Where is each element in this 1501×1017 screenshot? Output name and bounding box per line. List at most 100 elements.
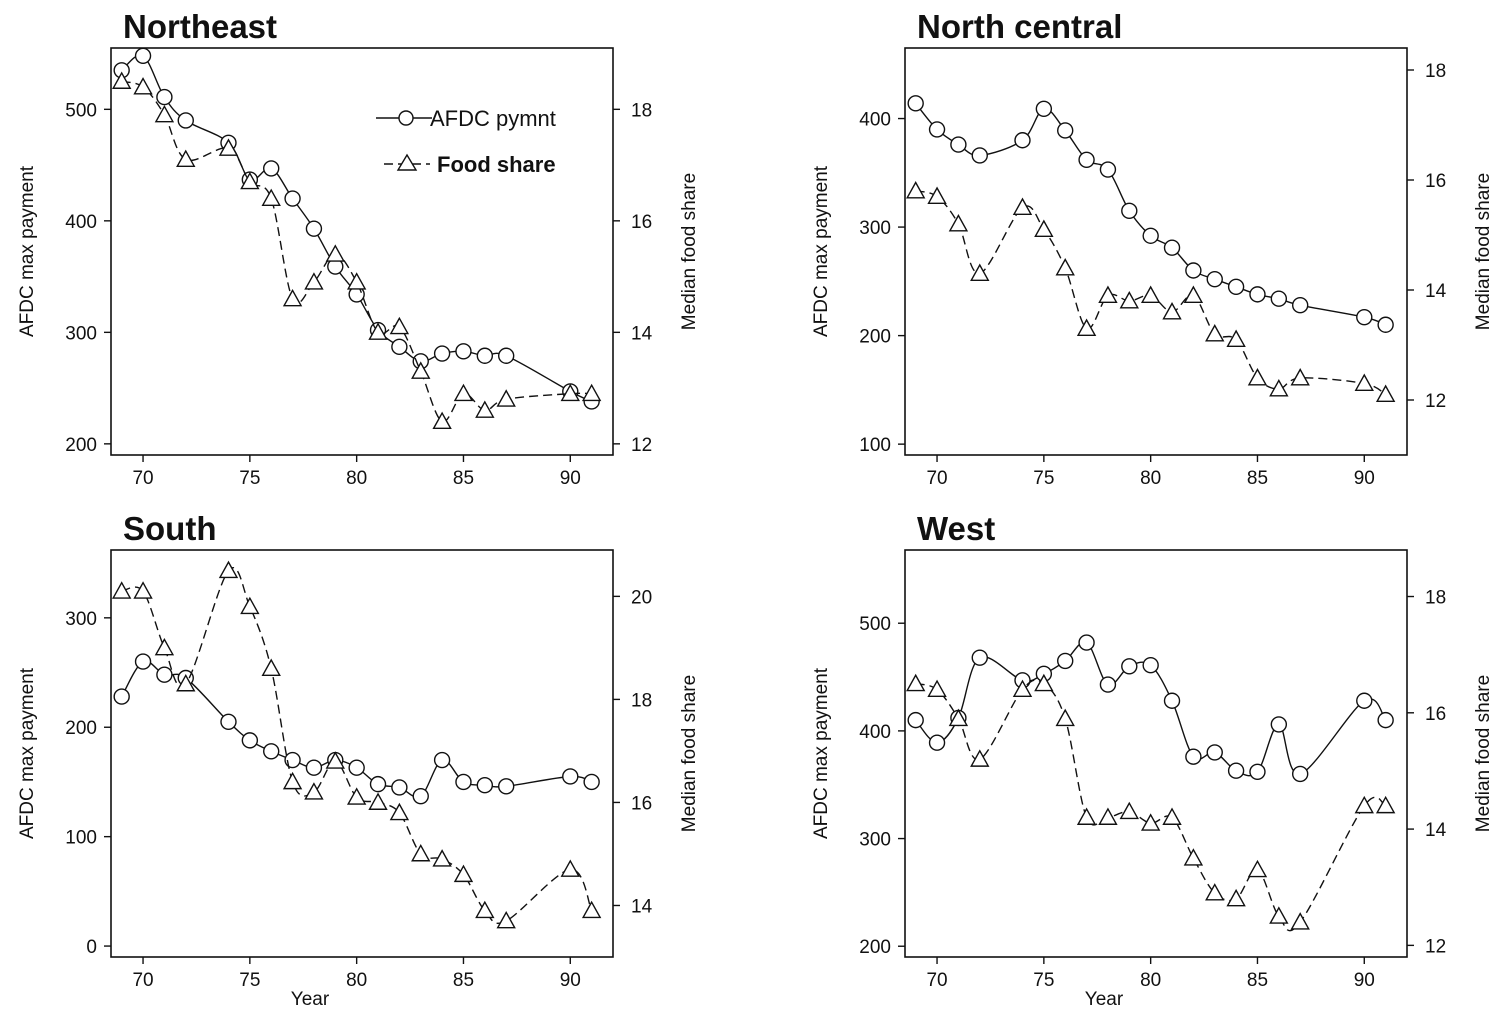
food-share-point	[1076, 807, 1097, 825]
afdc-point	[391, 338, 408, 356]
food-share-point	[1375, 795, 1396, 814]
food-share-point	[218, 560, 239, 579]
food-share-point	[432, 849, 452, 867]
food-share-point	[453, 864, 474, 883]
afdc-point	[1142, 227, 1159, 244]
right-tick-label: 12	[1425, 936, 1446, 957]
afdc-point	[1121, 658, 1138, 675]
food-share-series-line	[121, 567, 593, 924]
afdc-point	[1227, 278, 1245, 295]
food-share-point	[1375, 384, 1396, 402]
afdc-point	[263, 743, 280, 760]
food-share-point	[1290, 368, 1310, 386]
left-tick-label: 100	[65, 828, 97, 849]
afdc-point	[1163, 692, 1181, 709]
afdc-point	[907, 711, 924, 729]
food-share-point	[1012, 679, 1033, 698]
food-share-point	[581, 383, 602, 402]
right-tick-label: 16	[1425, 704, 1446, 725]
y-axis-label-right: Median food share	[1473, 675, 1494, 832]
food-share-point	[1098, 807, 1118, 825]
food-share-point	[1034, 219, 1054, 238]
right-tick-label: 18	[1425, 588, 1446, 609]
afdc-point	[1099, 161, 1117, 178]
food-share-point	[927, 186, 947, 205]
legend-afdc-marker	[398, 110, 414, 126]
afdc-point	[562, 768, 579, 785]
food-share-point	[1183, 848, 1204, 866]
food-share-point	[453, 383, 474, 402]
right-tick-label: 14	[1425, 281, 1447, 302]
food-share-point	[905, 181, 926, 199]
food-share-point	[905, 673, 926, 692]
afdc-point	[433, 345, 451, 362]
x-tick-label: 70	[926, 468, 947, 489]
x-tick-label: 80	[346, 970, 367, 991]
x-tick-label: 90	[560, 468, 581, 489]
left-tick-label: 0	[86, 937, 97, 958]
afdc-point	[156, 88, 173, 106]
x-tick-label: 75	[1033, 468, 1054, 489]
food-share-point	[133, 77, 153, 95]
left-tick-label: 400	[65, 212, 97, 233]
food-share-point	[411, 361, 431, 379]
food-share-point	[970, 749, 990, 767]
food-share-point	[411, 844, 431, 862]
x-tick-label: 85	[1247, 468, 1268, 489]
food-share-point	[133, 581, 153, 599]
x-tick-label: 90	[1354, 468, 1375, 489]
afdc-point	[928, 734, 946, 751]
afdc-point	[284, 190, 301, 207]
x-tick-label: 90	[1354, 970, 1375, 991]
right-tick-label: 18	[1425, 61, 1446, 82]
food-share-point	[1205, 883, 1225, 901]
afdc-point	[1206, 744, 1223, 761]
afdc-point	[1078, 151, 1095, 168]
food-share-point	[1247, 859, 1268, 878]
x-axis-label: Year	[1085, 989, 1124, 1010]
x-tick-label: 90	[560, 970, 581, 991]
food-share-point	[218, 138, 239, 156]
food-share-point	[389, 802, 410, 821]
food-share-point	[389, 316, 410, 335]
x-tick-label: 75	[239, 970, 260, 991]
left-tick-label: 400	[859, 722, 891, 743]
panel-title: West	[917, 510, 995, 547]
x-tick-label: 80	[346, 468, 367, 489]
panel-title: Northeast	[123, 8, 277, 45]
right-tick-label: 16	[631, 793, 652, 814]
legend-food-marker	[396, 153, 418, 171]
afdc-point	[433, 751, 451, 769]
afdc-point	[1291, 297, 1309, 314]
right-tick-label: 14	[631, 896, 653, 917]
plot-frame	[110, 549, 614, 958]
legend-afdc-label: AFDC pymnt	[430, 106, 556, 131]
afdc-point	[1078, 634, 1095, 651]
panel-south: South 70 75 80 85 90 0 100 200 300 14 16 18 20 AFDC ma…	[17, 510, 700, 1010]
food-share-point	[1055, 708, 1075, 727]
x-tick-label: 85	[1247, 970, 1268, 991]
food-share-point	[1354, 373, 1374, 391]
afdc-point	[1356, 308, 1373, 326]
panel-west: West 70 75 80 85 90 200 300 400 500 12 14 16 18 AFDC m…	[811, 510, 1494, 1010]
afdc-point	[391, 779, 408, 796]
food-share-point	[240, 171, 260, 190]
left-tick-label: 300	[65, 609, 97, 630]
afdc-point	[284, 751, 301, 769]
food-share-point	[560, 383, 580, 402]
food-share-point	[346, 272, 367, 290]
food-share-series-line	[121, 80, 592, 423]
plot-frame	[904, 549, 1408, 958]
food-share-point	[282, 288, 303, 307]
afdc-point	[220, 713, 237, 730]
food-share-series-line	[915, 679, 1386, 932]
left-tick-label: 400	[859, 110, 891, 131]
afdc-point	[583, 773, 600, 791]
right-tick-label: 16	[1425, 171, 1446, 192]
x-tick-label: 70	[132, 970, 153, 991]
panel-northeast: Northeast 70 75 80 85 90 200 300 400 500 12 14 16 18 A…	[17, 8, 700, 489]
food-share-point	[475, 400, 495, 418]
food-share-point	[1226, 888, 1246, 907]
